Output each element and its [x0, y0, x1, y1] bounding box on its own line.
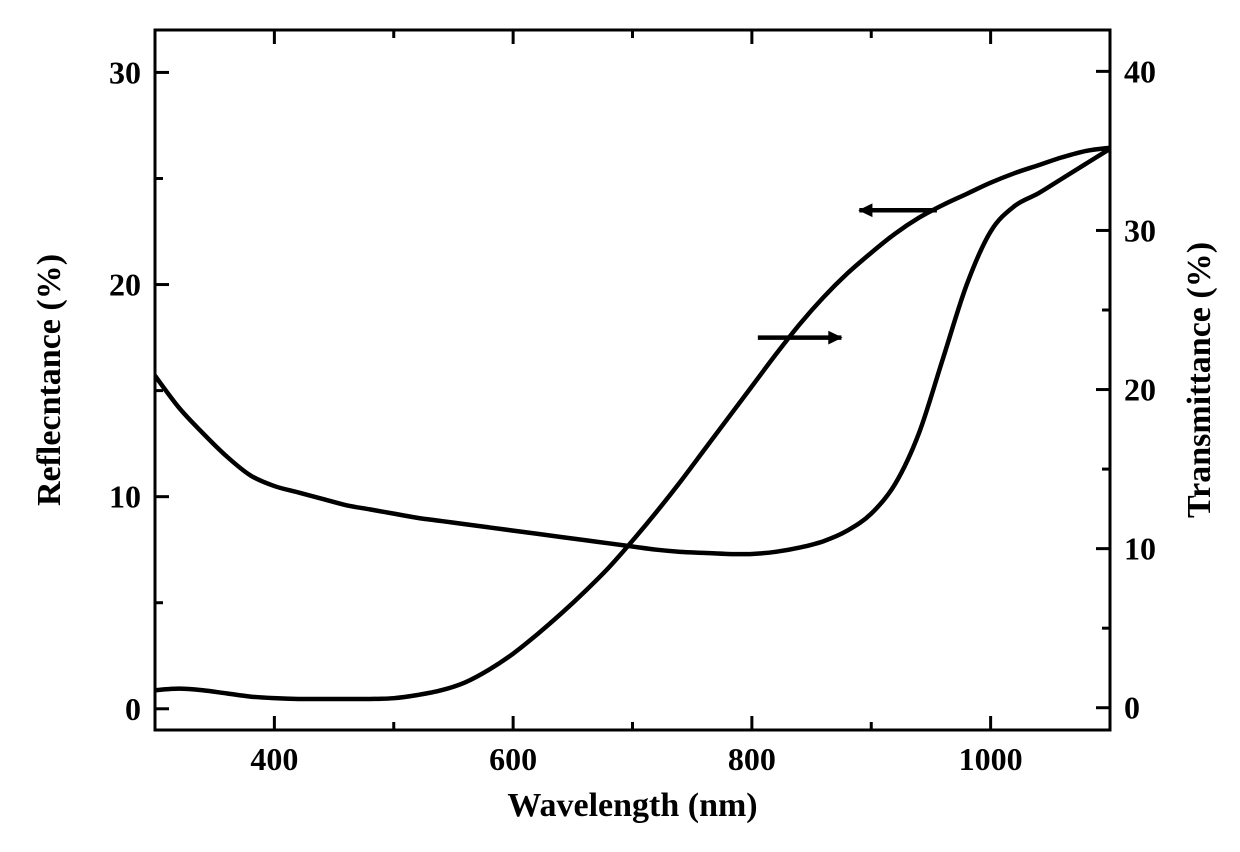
x-tick-label: 600	[489, 741, 537, 777]
y-left-tick-label: 10	[109, 479, 141, 515]
x-tick-label: 1000	[959, 741, 1023, 777]
reflectance-curve	[155, 149, 1110, 554]
transmittance-curve	[155, 148, 1110, 699]
y-left-axis-label: Reflecntance (%)	[31, 254, 68, 506]
y-right-tick-label: 30	[1124, 212, 1156, 248]
y-left-tick-label: 30	[109, 54, 141, 90]
y-right-axis-label: Transmittance (%)	[1181, 242, 1218, 518]
x-tick-label: 800	[728, 741, 776, 777]
y-left-tick-label: 0	[125, 691, 141, 727]
y-right-tick-label: 40	[1124, 53, 1156, 89]
plot-border	[155, 30, 1110, 730]
chart-root: 4006008001000Wavelength (nm)0102030Refle…	[0, 0, 1240, 852]
y-left-tick-label: 20	[109, 267, 141, 303]
x-tick-label: 400	[250, 741, 298, 777]
y-right-tick-label: 10	[1124, 531, 1156, 567]
y-right-tick-label: 0	[1124, 690, 1140, 726]
y-right-tick-label: 20	[1124, 372, 1156, 408]
transmittance-arrow	[758, 332, 842, 344]
x-axis-label: Wavelength (nm)	[507, 787, 757, 824]
